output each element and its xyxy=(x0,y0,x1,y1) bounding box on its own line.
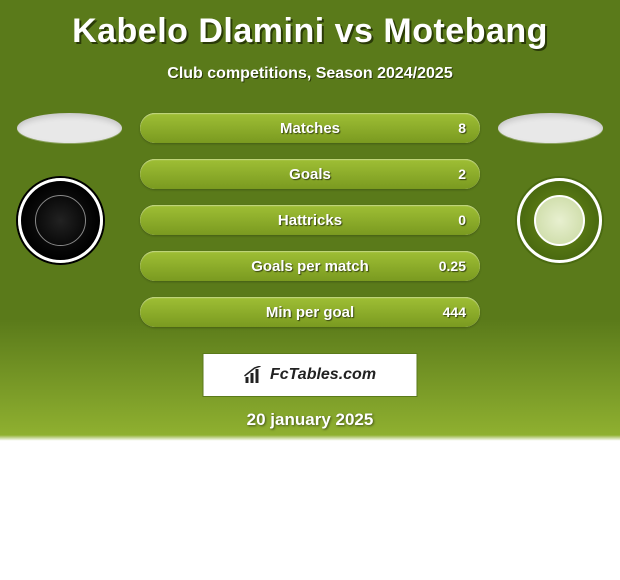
stat-label: Min per goal xyxy=(266,304,354,321)
stat-label: Hattricks xyxy=(278,212,342,229)
stat-value: 0 xyxy=(458,212,466,228)
team-badge-right xyxy=(517,178,602,263)
stat-value: 8 xyxy=(458,120,466,136)
stat-label: Goals xyxy=(289,166,331,183)
team-badge-left xyxy=(18,178,103,263)
stats-list: Matches 8 Goals 2 Hattricks 0 Goals per … xyxy=(140,113,480,327)
stat-value: 2 xyxy=(458,166,466,182)
stat-row-hattricks: Hattricks 0 xyxy=(140,205,480,235)
player-right-oval xyxy=(498,113,603,143)
stat-value: 0.25 xyxy=(439,258,466,274)
stat-label: Goals per match xyxy=(251,258,369,275)
stat-value: 444 xyxy=(443,304,466,320)
date-label: 20 january 2025 xyxy=(0,410,620,430)
page-title: Kabelo Dlamini vs Motebang xyxy=(0,0,620,51)
stat-row-goals-per-match: Goals per match 0.25 xyxy=(140,251,480,281)
player-left-oval xyxy=(17,113,122,143)
bar-chart-icon xyxy=(244,366,264,384)
stat-row-goals: Goals 2 xyxy=(140,159,480,189)
brand-text: FcTables.com xyxy=(270,366,376,384)
subtitle: Club competitions, Season 2024/2025 xyxy=(0,65,620,83)
brand-box[interactable]: FcTables.com xyxy=(203,353,418,397)
stat-row-min-per-goal: Min per goal 444 xyxy=(140,297,480,327)
stat-row-matches: Matches 8 xyxy=(140,113,480,143)
stat-label: Matches xyxy=(280,120,340,137)
